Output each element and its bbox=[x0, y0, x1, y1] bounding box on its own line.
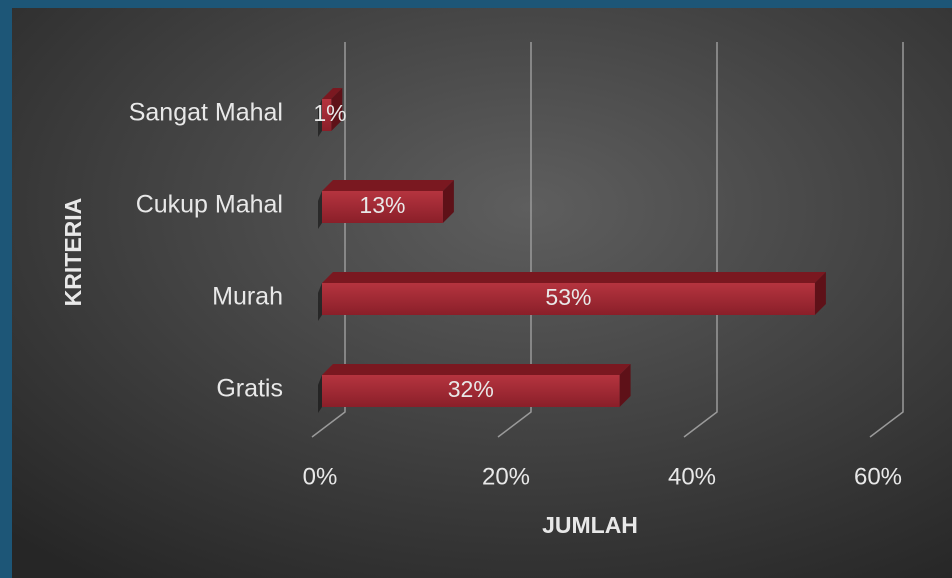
y-tick-label: Sangat Mahal bbox=[129, 99, 283, 127]
bar-side bbox=[619, 364, 631, 407]
y-axis-label: KRITERIA bbox=[60, 198, 86, 307]
grid-line bbox=[869, 42, 904, 438]
bar bbox=[322, 283, 815, 315]
grid-line bbox=[497, 42, 532, 438]
y-tick-label: Cukup Mahal bbox=[136, 191, 283, 219]
bar-shadow bbox=[318, 191, 322, 229]
x-axis-label: JUMLAH bbox=[542, 512, 638, 538]
bar-top bbox=[322, 88, 343, 99]
x-tick-label: 0% bbox=[303, 463, 338, 490]
bar bbox=[322, 375, 620, 407]
x-tick-label: 20% bbox=[482, 463, 530, 490]
bar-shadow bbox=[318, 99, 322, 137]
y-tick-label: Gratis bbox=[216, 375, 283, 403]
data-label: 1% bbox=[313, 100, 346, 126]
y-tick-label: Murah bbox=[212, 283, 283, 311]
bar-side bbox=[442, 180, 454, 223]
data-label: 53% bbox=[545, 284, 591, 310]
bar-top bbox=[322, 364, 631, 375]
bar-side bbox=[814, 272, 826, 315]
bar bbox=[322, 191, 443, 223]
bar-side bbox=[331, 88, 343, 131]
grid-line bbox=[311, 42, 346, 438]
x-tick-label: 60% bbox=[854, 463, 902, 490]
bar-shadow bbox=[318, 375, 322, 413]
data-label: 32% bbox=[448, 376, 494, 402]
bar-top bbox=[322, 272, 826, 283]
bar bbox=[322, 99, 332, 131]
data-label: 13% bbox=[359, 192, 405, 218]
x-tick-label: 40% bbox=[668, 463, 716, 490]
bar-shadow bbox=[318, 283, 322, 321]
grid-line bbox=[683, 42, 718, 438]
bar-top bbox=[322, 180, 454, 191]
